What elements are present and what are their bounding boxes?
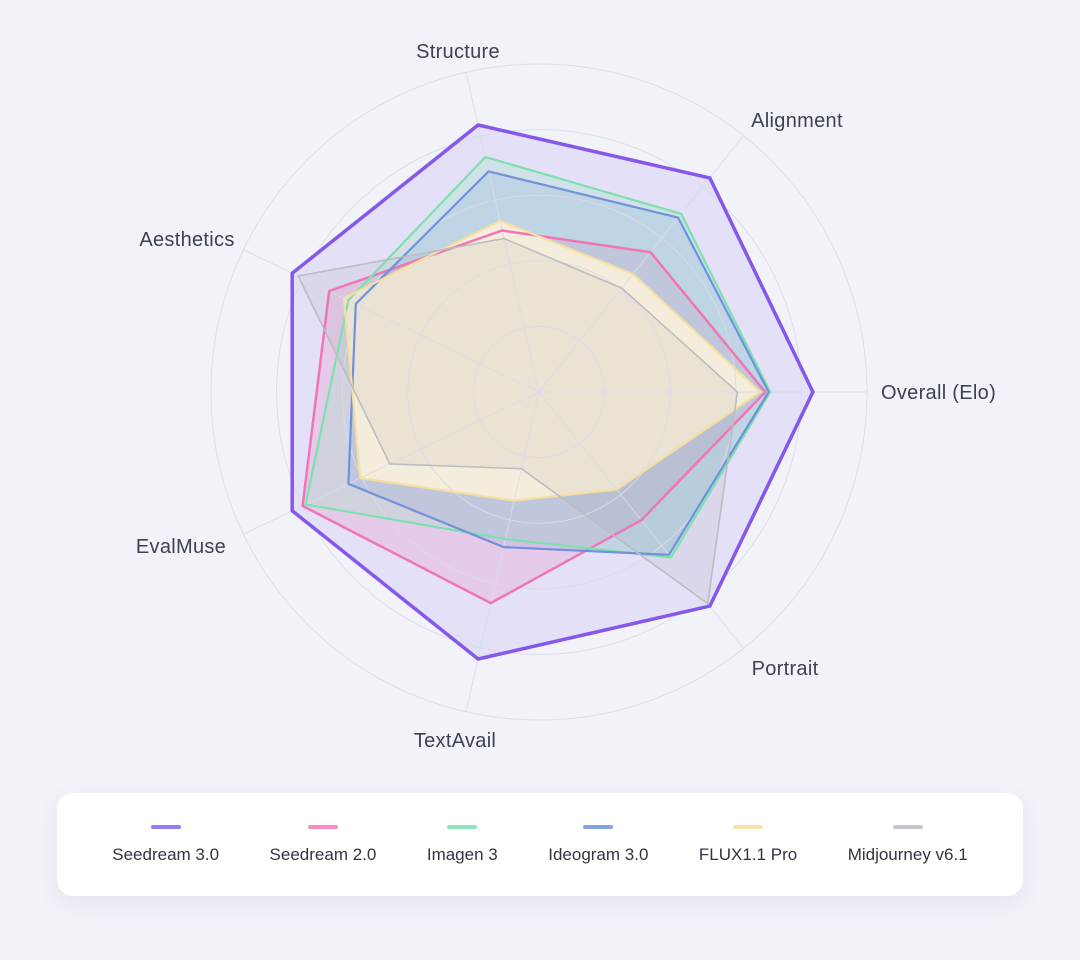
legend-label-seedream-2-0: Seedream 2.0 <box>269 844 377 864</box>
axis-label-evalmuse: EvalMuse <box>136 536 226 558</box>
series-line-seedream-2-0 <box>301 229 767 605</box>
legend-swatch-ideogram-3-0 <box>583 824 614 829</box>
series-outlines <box>290 123 815 661</box>
axis-label-portrait: Portrait <box>752 658 819 680</box>
legend-item-seedream-2-0[interactable]: Seedream 2.0 <box>269 824 377 865</box>
legend-item-flux1-1-pro[interactable]: FLUX1.1 Pro <box>698 824 798 865</box>
legend-swatch-imagen-3 <box>447 824 478 829</box>
legend-item-ideogram-3-0[interactable]: Ideogram 3.0 <box>548 824 649 865</box>
legend-swatch-flux1-1-pro <box>733 824 764 829</box>
legend-item-seedream-3-0[interactable]: Seedream 3.0 <box>112 824 220 865</box>
axis-label-alignment: Alignment <box>751 110 843 132</box>
axis-label-textavail: TextAvail <box>414 730 496 752</box>
axis-label-structure: Structure <box>416 41 500 63</box>
legend-item-imagen-3[interactable]: Imagen 3 <box>426 824 498 865</box>
legend: Seedream 3.0 Seedream 2.0 Imagen 3 Ideogram… <box>57 793 1023 896</box>
axis-label-overall-elo-: Overall (Elo) <box>881 382 996 404</box>
legend-label-midjourney-v6-1: Midjourney v6.1 <box>847 844 968 864</box>
legend-label-ideogram-3-0: Ideogram 3.0 <box>548 844 649 864</box>
radar-chart: Overall (Elo) Alignment Structure Aesthetic… <box>136 41 996 752</box>
series-fill-midjourney-v6-1 <box>298 238 738 604</box>
legend-label-seedream-3-0: Seedream 3.0 <box>112 844 220 864</box>
series-fill-flux1-1-pro <box>344 220 761 501</box>
axis-label-aesthetics: Aesthetics <box>139 229 234 251</box>
legend-swatch-midjourney-v6-1 <box>892 824 923 829</box>
legend-swatch-seedream-2-0 <box>307 824 338 829</box>
series-line-midjourney-v6-1 <box>297 237 739 605</box>
legend-label-imagen-3: Imagen 3 <box>426 844 498 864</box>
legend-item-midjourney-v6-1[interactable]: Midjourney v6.1 <box>847 824 968 865</box>
series-line-seedream-3-0 <box>290 123 815 661</box>
axis-labels: Overall (Elo) Alignment Structure Aesthetic… <box>136 41 996 752</box>
legend-label-flux1-1-pro: FLUX1.1 Pro <box>698 844 798 864</box>
legend-swatch-seedream-3-0 <box>150 824 181 829</box>
